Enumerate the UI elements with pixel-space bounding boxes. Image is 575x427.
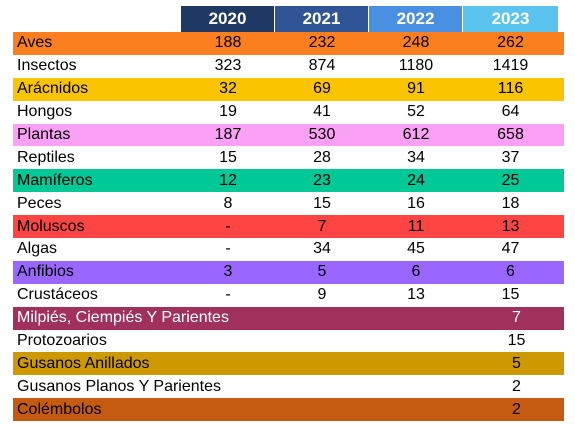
row-label: Crustáceos	[17, 286, 98, 304]
row-label: Milpiés, Ciempiés Y Parientes	[17, 309, 229, 327]
table-cell: 5	[317, 263, 327, 281]
table-row: Insectos 323 874 1180 1419	[13, 54, 564, 78]
table-row: Algas - 34 45 47	[13, 238, 564, 261]
table-row: Reptiles 15 28 34 37	[13, 146, 564, 170]
table-cell: 37	[501, 148, 520, 166]
header-blank	[13, 6, 181, 32]
row-label: Colémbolos	[17, 400, 102, 418]
table-cell: 32	[219, 80, 237, 98]
row-label: Peces	[17, 194, 62, 212]
table-cell: -	[225, 240, 231, 258]
table-cell: 1419	[492, 57, 529, 75]
table-row: Gusanos Planos Y Parientes 2	[13, 375, 564, 399]
table-cell: 47	[501, 240, 520, 258]
table-cell: 64	[501, 103, 520, 121]
table-cell: 530	[308, 126, 336, 143]
row-label: Gusanos Anillados	[17, 354, 150, 372]
table-cell: 3	[223, 263, 233, 281]
row-label: Algas	[17, 240, 58, 258]
table-cell: 2	[512, 400, 521, 418]
row-label: Plantas	[17, 126, 71, 143]
table-cell: 6	[411, 263, 421, 281]
row-label: Anfibios	[17, 263, 74, 281]
table-cell: -	[225, 217, 231, 235]
table-cell: 8	[223, 194, 233, 212]
year-header: 2023	[463, 6, 558, 32]
table-cell: 69	[313, 80, 331, 98]
year-header: 2021	[275, 6, 368, 32]
table-cell: 6	[506, 263, 515, 281]
table-cell: 12	[219, 171, 237, 189]
table-row: Plantas 187 530 612 658	[13, 123, 564, 147]
table-row: Mamíferos 12 23 24 25	[13, 169, 564, 193]
table-cell: 13	[501, 217, 520, 235]
row-label: Insectos	[17, 57, 77, 75]
table-cell: 7	[317, 217, 327, 235]
table-row: Moluscos - 7 11 13	[13, 215, 564, 239]
table-cell: 5	[512, 354, 521, 372]
table-row: Crustáceos - 9 13 15	[13, 283, 564, 307]
header-row: 2020 2021 2022 2023	[13, 6, 564, 32]
table-cell: 18	[501, 194, 520, 212]
row-label: Mamíferos	[17, 171, 93, 189]
table-cell: 15	[219, 148, 237, 166]
table-row: Milpiés, Ciempiés Y Parientes 7	[13, 306, 564, 330]
table-cell: 15	[501, 286, 520, 304]
table-cell: 52	[407, 103, 425, 121]
table-cell: 7	[512, 309, 521, 327]
table-row: Peces 8 15 16 18	[13, 192, 564, 216]
table-cell: 16	[407, 194, 425, 212]
row-label: Arácnidos	[17, 80, 89, 98]
table-cell: 23	[313, 171, 331, 189]
table-cell: 28	[313, 148, 331, 166]
table-cell: 2	[512, 377, 521, 395]
table-cell: 262	[497, 34, 524, 52]
table-row: Hongos 19 41 52 64	[13, 100, 564, 124]
table-cell: 874	[308, 57, 336, 75]
table-cell: 116	[497, 80, 524, 98]
row-label: Aves	[17, 34, 53, 52]
year-header: 2022	[369, 6, 462, 32]
table-cell: 188	[214, 34, 242, 52]
table-cell: 323	[214, 57, 242, 75]
table-cell: 187	[214, 126, 242, 143]
table-cell: 15	[507, 332, 526, 350]
table-cell: 248	[402, 34, 430, 52]
table-cell: 1180	[398, 57, 434, 75]
table-cell: 34	[407, 148, 425, 166]
row-label: Reptiles	[17, 148, 75, 166]
table-cell: 232	[308, 34, 336, 52]
row-label: Protozoarios	[17, 332, 107, 350]
row-label: Moluscos	[17, 217, 85, 235]
table-cell: 612	[402, 126, 430, 143]
table-body: Aves 188 232 248 262 Insectos 323 874 1180 1419 Ar…	[13, 32, 564, 422]
table-cell: 9	[317, 286, 327, 304]
table-cell: 91	[407, 80, 425, 98]
row-label: Gusanos Planos Y Parientes	[17, 377, 221, 395]
table-cell: 15	[313, 194, 331, 212]
table-cell: -	[225, 286, 231, 304]
table-cell: 11	[407, 217, 425, 235]
row-label: Hongos	[17, 103, 73, 121]
table-row: Colémbolos 2	[13, 398, 564, 422]
table-cell: 24	[407, 171, 425, 189]
table-cell: 658	[497, 126, 524, 143]
table-cell: 19	[219, 103, 237, 121]
table-row: Arácnidos 32 69 91 116	[13, 77, 564, 101]
table-cell: 45	[407, 240, 425, 258]
table-cell: 34	[313, 240, 331, 258]
species-table: 2020 2021 2022 2023 Aves 188 232 248 262 Inse…	[13, 6, 564, 422]
table-cell: 25	[501, 171, 520, 189]
table-row: Aves 188 232 248 262	[13, 32, 564, 55]
year-header: 2020	[181, 6, 274, 32]
table-row: Anfibios 3 5 6 6	[13, 260, 564, 284]
table-cell: 41	[313, 103, 331, 121]
table-cell: 13	[407, 286, 425, 304]
table-row: Gusanos Anillados 5	[13, 352, 564, 376]
table-row: Protozoarios 15	[13, 329, 564, 353]
